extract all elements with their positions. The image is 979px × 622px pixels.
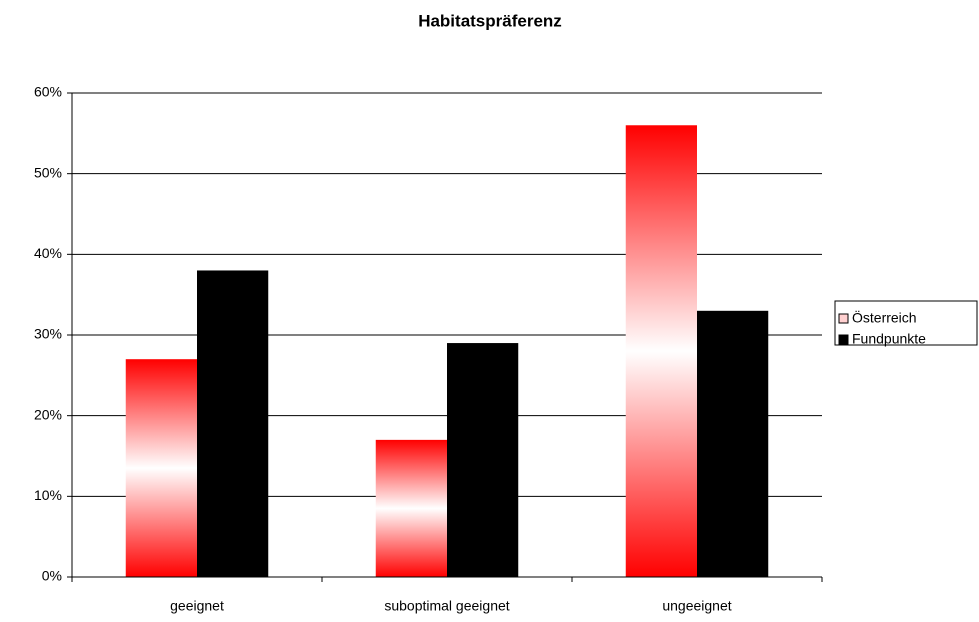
bar (125, 359, 197, 577)
x-tick-label: geeignet (170, 598, 224, 614)
legend-marker (838, 313, 849, 324)
bar (697, 310, 769, 577)
y-tick-label: 50% (34, 164, 62, 180)
bar (625, 125, 697, 578)
y-tick-label: 0% (42, 568, 62, 584)
x-tick-label: suboptimal geeignet (384, 598, 509, 614)
y-tick-label: 60% (34, 84, 62, 100)
legend-box (834, 300, 978, 346)
y-tick-label: 40% (34, 245, 62, 261)
y-tick-label: 10% (34, 487, 62, 503)
bar (447, 343, 519, 577)
legend-label: Fundpunkte (852, 331, 926, 347)
bar (375, 439, 447, 577)
bar (197, 270, 269, 577)
legend-label: Österreich (852, 309, 917, 326)
chart-title: Habitatspräferenz (418, 11, 562, 30)
y-tick-label: 30% (34, 326, 62, 342)
legend-marker (838, 334, 849, 345)
x-tick-label: ungeeignet (662, 598, 731, 614)
y-tick-label: 20% (34, 406, 62, 422)
